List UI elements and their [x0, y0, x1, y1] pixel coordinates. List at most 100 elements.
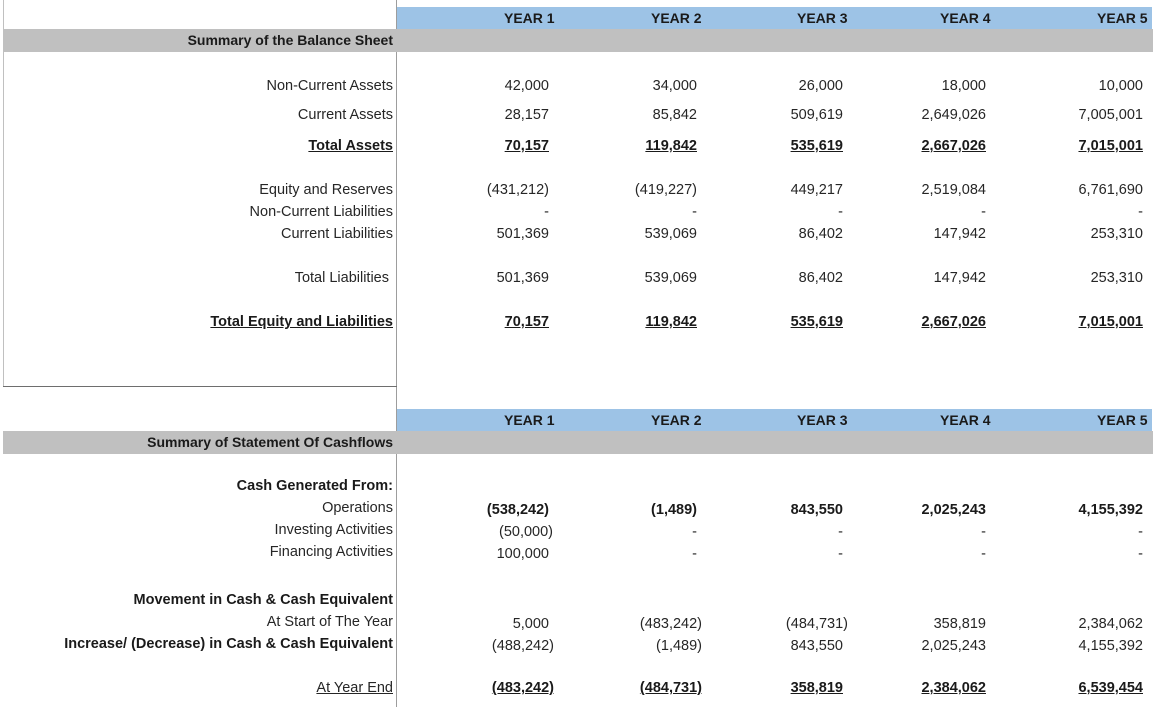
cell: 5,000 [512, 616, 549, 632]
cell-total: 7,015,001 [1078, 314, 1143, 330]
cell: - [1138, 204, 1143, 220]
cell: - [838, 204, 843, 220]
cell: (1,489) [656, 638, 702, 654]
cell-total: 119,842 [645, 314, 697, 330]
cell: 4,155,392 [1078, 638, 1143, 654]
cell-total: 2,384,062 [921, 680, 986, 696]
cell-total: 70,157 [504, 314, 549, 330]
row-label-heading: Movement in Cash & Cash Equivalent [133, 592, 393, 608]
cell-total: 119,842 [645, 138, 697, 154]
row-label: Non-Current Assets [266, 78, 393, 94]
cell: - [981, 546, 986, 562]
cell: 7,005,001 [1078, 107, 1143, 123]
cell: - [981, 524, 986, 540]
cell-total: 70,157 [504, 138, 549, 154]
cell: - [1138, 524, 1143, 540]
cell: (419,227) [634, 182, 697, 198]
cell: - [692, 546, 697, 562]
year-5-header: YEAR 5 [1097, 412, 1148, 428]
cell: 509,619 [790, 107, 843, 123]
cell: 86,402 [798, 226, 843, 242]
cell-total: 2,667,026 [921, 314, 986, 330]
cell: (1,489) [651, 502, 697, 518]
row-label: Financing Activities [269, 544, 393, 560]
cell-total: 7,015,001 [1078, 138, 1143, 154]
row-label-total: Total Assets [308, 138, 393, 154]
cell-total: 535,619 [790, 138, 843, 154]
cell: 147,942 [933, 270, 986, 286]
cell: 18,000 [941, 78, 986, 94]
year-header-bar-cashflow [397, 409, 1152, 431]
year-2-header: YEAR 2 [651, 10, 702, 26]
year-4-header: YEAR 4 [940, 412, 991, 428]
cell: 2,649,026 [921, 107, 986, 123]
row-label: Non-Current Liabilities [249, 204, 393, 220]
cell: 2,025,243 [921, 638, 986, 654]
cell: 100,000 [496, 546, 549, 562]
year-1-header: YEAR 1 [504, 10, 555, 26]
cell: 147,942 [933, 226, 986, 242]
cell: - [692, 204, 697, 220]
year-3-header: YEAR 3 [797, 10, 848, 26]
cell: - [544, 204, 549, 220]
cell: - [981, 204, 986, 220]
row-label-heading: Cash Generated From: [236, 478, 393, 494]
row-label-total: At Year End [316, 680, 393, 696]
balance-title-bar [3, 29, 1153, 52]
row-label: Equity and Reserves [259, 182, 393, 198]
cell: 2,025,243 [921, 502, 986, 518]
cell: 501,369 [496, 270, 549, 286]
cell-total: (484,731) [639, 680, 702, 696]
year-1-header: YEAR 1 [504, 412, 555, 428]
cell: (538,242) [486, 502, 549, 518]
row-label: Investing Activities [274, 522, 393, 538]
cell: 42,000 [504, 78, 549, 94]
cell: - [692, 524, 697, 540]
year-5-header: YEAR 5 [1097, 10, 1148, 26]
cell: 10,000 [1098, 78, 1143, 94]
cell: (483,242) [639, 616, 702, 632]
cell: - [1138, 546, 1143, 562]
cell: (431,212) [486, 182, 549, 198]
cell-total: (483,242) [491, 680, 554, 696]
row-label-heading: Increase/ (Decrease) in Cash & Cash Equi… [64, 636, 393, 652]
cell: 253,310 [1090, 270, 1143, 286]
year-2-header: YEAR 2 [651, 412, 702, 428]
row-label: At Start of The Year [266, 614, 393, 630]
cell-total: 2,667,026 [921, 138, 986, 154]
cell: 85,842 [652, 107, 697, 123]
row-label: Operations [322, 500, 393, 516]
cell: 2,384,062 [1078, 616, 1143, 632]
cell: 539,069 [644, 226, 697, 242]
cell-total: 358,819 [790, 680, 843, 696]
cell: 4,155,392 [1078, 502, 1143, 518]
cell: - [838, 546, 843, 562]
cell: - [838, 524, 843, 540]
cell: 6,761,690 [1078, 182, 1143, 198]
cell: 28,157 [504, 107, 549, 123]
left-border [3, 0, 4, 387]
cell: 843,550 [790, 502, 843, 518]
cell-total: 535,619 [790, 314, 843, 330]
year-3-header: YEAR 3 [797, 412, 848, 428]
row-label: Total Liabilities [294, 270, 389, 286]
cell: 501,369 [496, 226, 549, 242]
cashflow-title: Summary of Statement Of Cashflows [147, 434, 393, 450]
cell: 358,819 [933, 616, 986, 632]
cell: (50,000) [498, 524, 553, 540]
cell: 2,519,084 [921, 182, 986, 198]
cell: 539,069 [644, 270, 697, 286]
cell-total: 6,539,454 [1078, 680, 1143, 696]
cell: 843,550 [790, 638, 843, 654]
column-divider [396, 0, 397, 707]
section-divider [3, 386, 397, 387]
cell: (488,242) [491, 638, 554, 654]
year-4-header: YEAR 4 [940, 10, 991, 26]
row-label: Current Assets [297, 107, 393, 123]
cashflow-title-bar [3, 431, 1153, 454]
cell: 86,402 [798, 270, 843, 286]
balance-sheet-title: Summary of the Balance Sheet [187, 32, 393, 48]
cell: (484,731) [785, 616, 848, 632]
year-header-bar-balance [397, 7, 1152, 29]
cell: 34,000 [652, 78, 697, 94]
